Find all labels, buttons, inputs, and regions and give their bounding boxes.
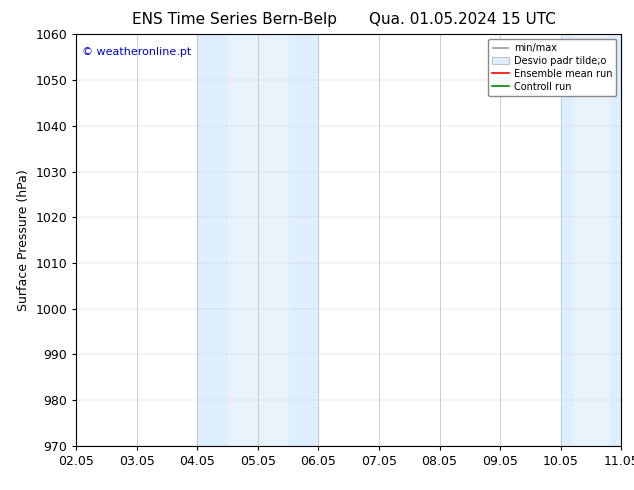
Bar — [228, 34, 288, 446]
Text: ENS Time Series Bern-Belp: ENS Time Series Bern-Belp — [132, 12, 337, 27]
Bar — [573, 34, 609, 446]
Text: Qua. 01.05.2024 15 UTC: Qua. 01.05.2024 15 UTC — [370, 12, 556, 27]
Bar — [197, 34, 318, 446]
Text: © weatheronline.pt: © weatheronline.pt — [82, 47, 191, 57]
Bar — [560, 34, 621, 446]
Y-axis label: Surface Pressure (hPa): Surface Pressure (hPa) — [16, 169, 30, 311]
Legend: min/max, Desvio padr tilde;o, Ensemble mean run, Controll run: min/max, Desvio padr tilde;o, Ensemble m… — [488, 39, 616, 96]
